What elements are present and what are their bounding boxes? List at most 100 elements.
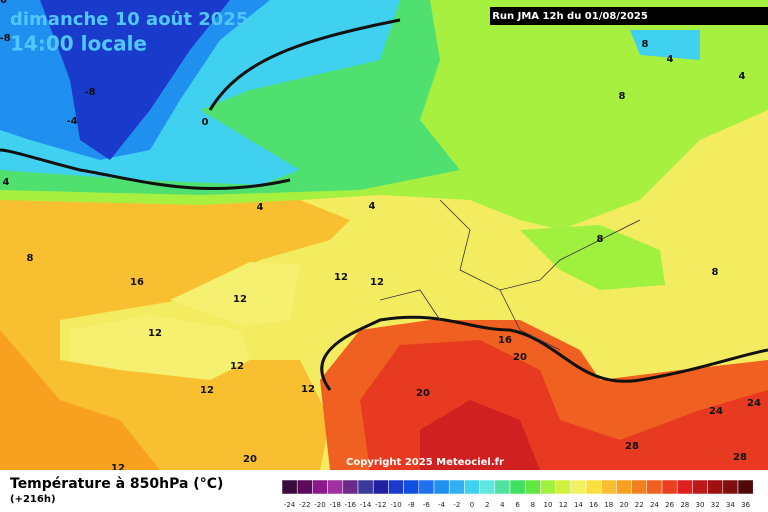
contour-label: 12 [370, 277, 384, 288]
contour-label: 12 [301, 384, 315, 395]
legend-label: -18 [329, 501, 340, 509]
legend-label: 10 [544, 501, 553, 509]
contour-label: 4 [667, 54, 674, 65]
legend-label: -8 [408, 501, 415, 509]
legend-label: 36 [741, 501, 750, 509]
legend-label: 18 [604, 501, 613, 509]
contour-label: 4 [739, 71, 746, 82]
date-title: dimanche 10 août 2025 [10, 9, 248, 30]
legend-label: -24 [284, 501, 296, 509]
run-info: Run JMA 12h du 01/08/2025 [492, 11, 648, 22]
legend-swatch [646, 479, 663, 495]
contour-label: 12 [230, 361, 244, 372]
contour-label: 12 [334, 272, 348, 283]
legend-swatch [357, 479, 374, 495]
legend-swatch [296, 479, 313, 495]
contour-label: 4 [257, 202, 264, 213]
legend-swatch [570, 479, 587, 495]
legend-label: 14 [574, 501, 583, 509]
contour-label: 12 [148, 328, 162, 339]
legend-swatch [327, 479, 344, 495]
legend-label: 0 [470, 501, 474, 509]
contour-label: 20 [513, 352, 527, 363]
legend-label: 28 [680, 501, 689, 509]
contour-label: -8 [84, 87, 95, 98]
contour-label: 16 [498, 335, 512, 346]
legend-swatch [403, 479, 420, 495]
contour-label: 28 [733, 452, 747, 463]
contour-label: 24 [747, 398, 761, 409]
legend-label: -14 [360, 501, 372, 509]
legend-label: -10 [390, 501, 401, 509]
time-title: 14:00 locale [10, 32, 147, 56]
legend-label: 20 [620, 501, 629, 509]
legend-swatch [372, 479, 389, 495]
copyright: Copyright 2025 Meteociel.fr [346, 457, 504, 468]
legend-label: 22 [635, 501, 644, 509]
contour-label: 20 [416, 388, 430, 399]
legend-label: 24 [650, 501, 659, 509]
contour-label: -8 [0, 33, 11, 44]
contour-label: 20 [243, 454, 257, 465]
legend-swatch [433, 479, 450, 495]
contour-label: 8 [597, 234, 604, 245]
legend-label: 16 [589, 501, 598, 509]
legend-label: -20 [314, 501, 325, 509]
contour-label: -4 [66, 116, 77, 127]
contour-label: 8 [712, 267, 719, 278]
legend-swatch [448, 479, 465, 495]
legend-swatch [631, 479, 648, 495]
contour-label: 8 [27, 253, 34, 264]
legend-swatch [464, 479, 480, 495]
legend-label: -2 [453, 501, 460, 509]
legend-swatch [494, 479, 511, 495]
legend-swatch [585, 479, 602, 495]
legend-swatch [555, 479, 572, 495]
map-background [0, 0, 768, 470]
legend-label: 2 [485, 501, 489, 509]
legend-label: -22 [299, 501, 310, 509]
legend-swatch [479, 479, 496, 495]
legend-label: -12 [375, 501, 386, 509]
legend-swatch [281, 479, 298, 495]
contour-label: 12 [111, 463, 125, 474]
run-box [490, 7, 768, 25]
legend-label: -6 [423, 501, 431, 509]
contour-label: 8 [642, 39, 649, 50]
legend-label: -4 [438, 501, 446, 509]
contour-label: 24 [709, 406, 723, 417]
legend-swatch [616, 479, 632, 495]
legend-label: 4 [500, 501, 505, 509]
legend-label: 26 [665, 501, 674, 509]
contour-label: 28 [625, 441, 639, 452]
legend-swatch [600, 479, 617, 495]
legend-swatch [707, 479, 724, 495]
legend-label: 30 [696, 501, 705, 509]
legend-label: 6 [515, 501, 520, 509]
legend-swatch [661, 479, 678, 495]
legend-swatch [342, 479, 359, 495]
legend-swatch [540, 479, 556, 495]
legend-swatch [312, 479, 328, 495]
legend-label: -16 [345, 501, 357, 509]
footer-title: Température à 850hPa (°C) [10, 476, 223, 492]
color-legend: -24 -22 -20 -18 -16 -14 -12 -10 -8 -6 -4 -2 0 2 4 6 8 10 1… [281, 479, 754, 509]
contour-label: 12 [233, 294, 247, 305]
legend-swatch [418, 479, 435, 495]
contour-label: 16 [0, 0, 7, 6]
legend-swatch [722, 479, 739, 495]
legend-label: 8 [531, 501, 535, 509]
legend-swatch [524, 479, 541, 495]
contour-label: 8 [619, 91, 626, 102]
legend-swatch [737, 479, 754, 495]
contour-label: 0 [202, 117, 209, 128]
legend-swatch [692, 479, 708, 495]
legend-label: 12 [559, 501, 568, 509]
legend-swatch [509, 479, 526, 495]
contour-label: 16 [130, 277, 144, 288]
legend-label: 34 [726, 501, 735, 509]
legend-swatch [676, 479, 693, 495]
contour-label: 4 [3, 177, 10, 188]
